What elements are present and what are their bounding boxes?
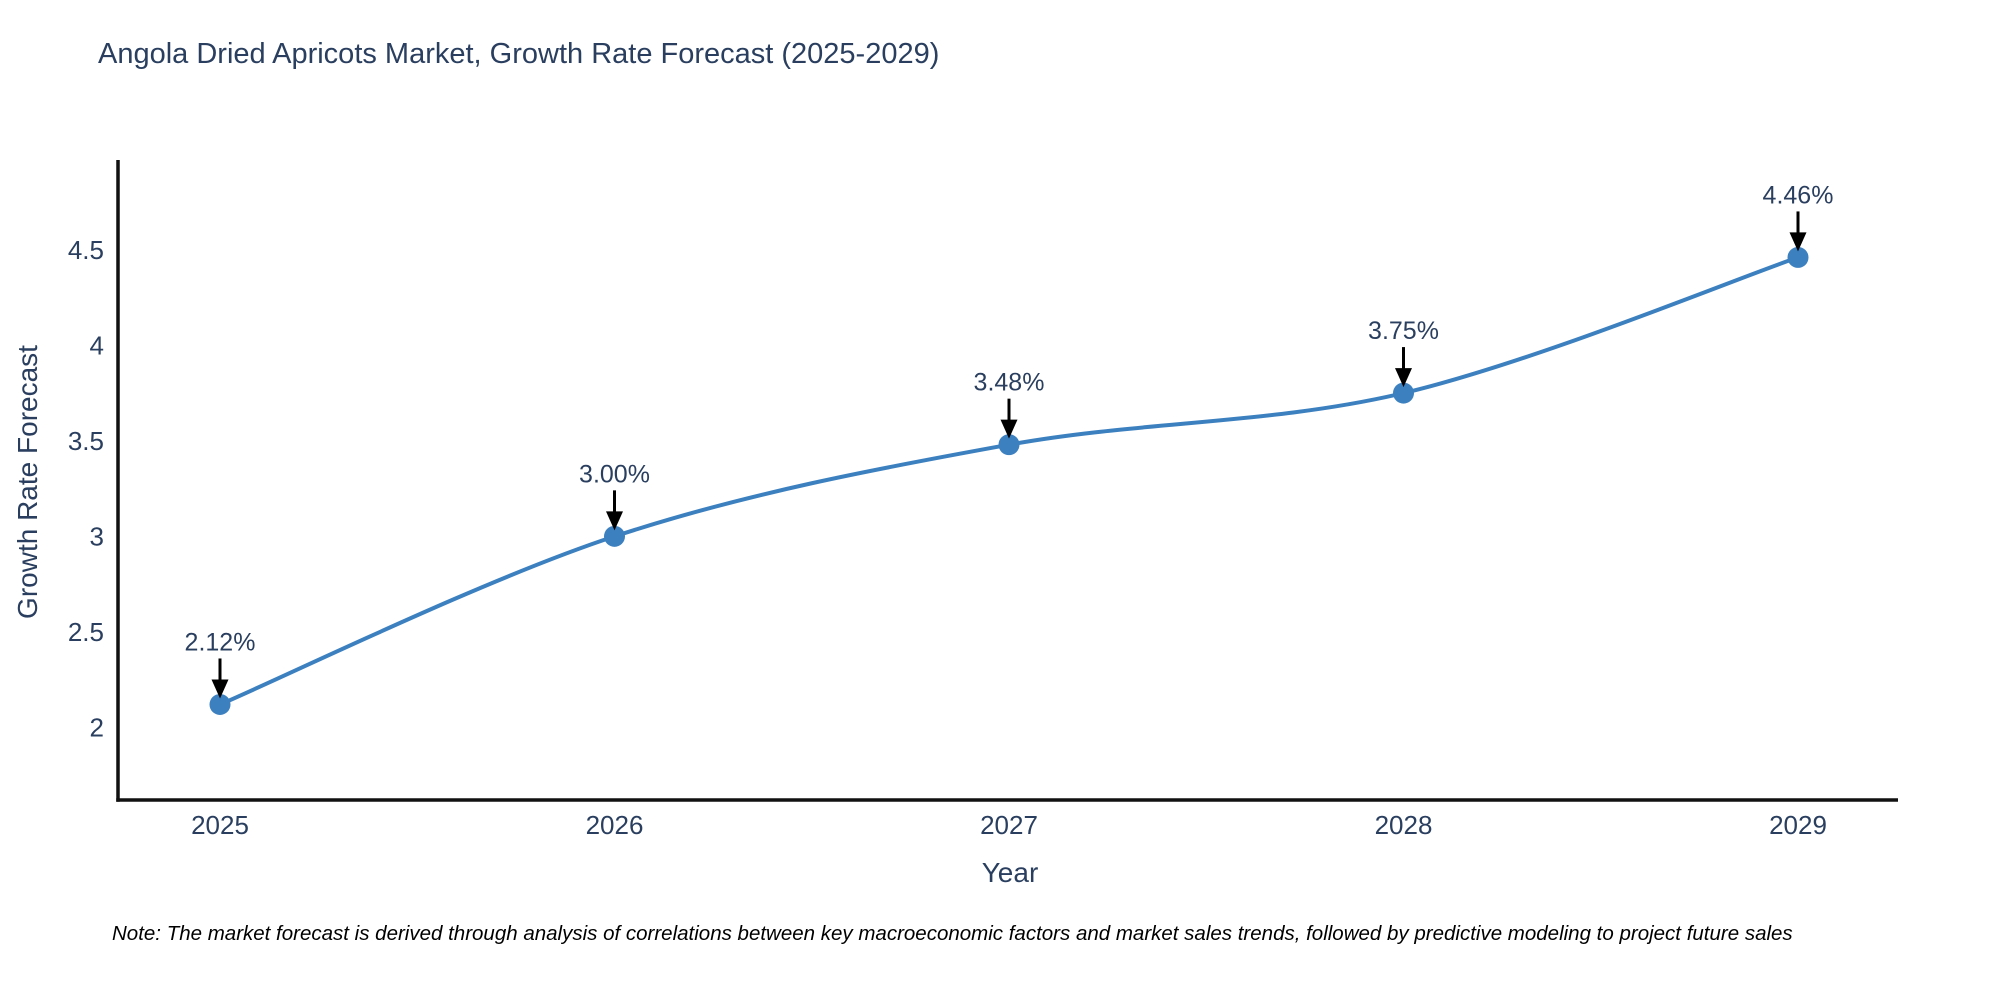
x-tick-label: 2029 xyxy=(1769,810,1827,840)
y-tick-label: 2.5 xyxy=(68,617,104,647)
annotation-arrowhead xyxy=(1789,232,1807,252)
data-point-2026[interactable] xyxy=(604,525,625,547)
annotation-label: 3.00% xyxy=(579,460,650,488)
y-tick-label: 3.5 xyxy=(68,426,104,456)
chart-title: Angola Dried Apricots Market, Growth Rat… xyxy=(98,38,940,70)
y-tick-label: 4 xyxy=(90,330,104,360)
data-point-2027[interactable] xyxy=(998,434,1020,456)
y-axis-title: Growth Rate Forecast xyxy=(12,345,43,619)
annotation-label: 2.12% xyxy=(185,628,256,656)
x-tick-label: 2025 xyxy=(191,810,249,840)
annotation-label: 4.46% xyxy=(1763,181,1834,209)
data-point-2028[interactable] xyxy=(1393,382,1414,404)
x-tick-label: 2027 xyxy=(980,810,1038,840)
data-point-2025[interactable] xyxy=(209,693,231,715)
y-tick-label: 4.5 xyxy=(68,235,104,265)
x-tick-label: 2026 xyxy=(586,810,644,840)
x-axis-title: Year xyxy=(981,857,1039,888)
annotation-arrowhead xyxy=(211,679,229,699)
series-line xyxy=(219,255,1799,707)
annotation-arrowhead xyxy=(1395,368,1412,388)
data-point-2029[interactable] xyxy=(1787,246,1809,268)
x-tick-label: 2028 xyxy=(1375,810,1433,840)
annotation-label: 3.48% xyxy=(974,369,1045,397)
y-tick-label: 3 xyxy=(90,521,104,551)
annotation-label: 3.75% xyxy=(1368,317,1439,345)
annotation-arrowhead xyxy=(606,511,623,531)
annotation-arrowhead xyxy=(1000,419,1018,439)
footnote: Note: The market forecast is derived thr… xyxy=(112,922,1793,945)
y-tick-label: 2 xyxy=(90,712,104,742)
